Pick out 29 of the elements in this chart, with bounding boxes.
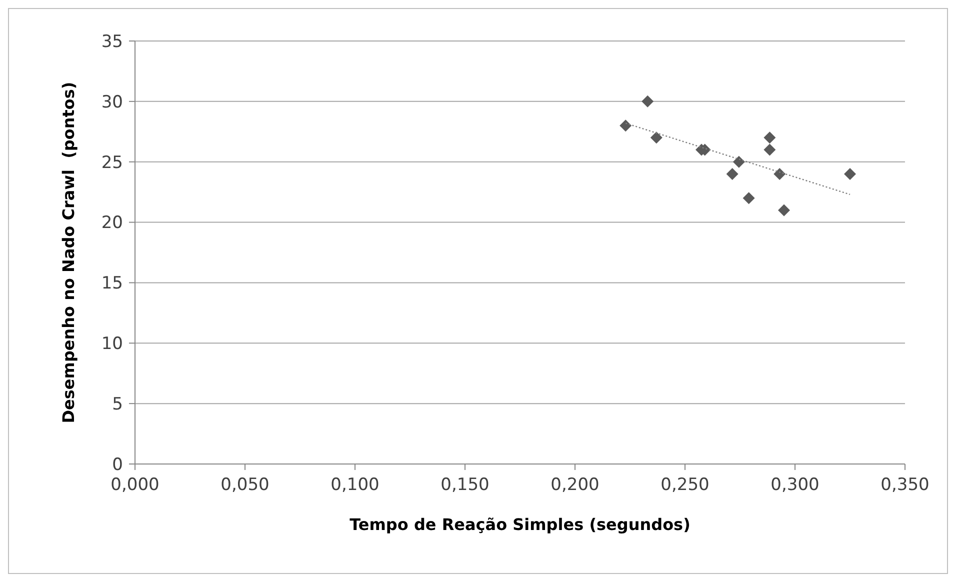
point — [620, 120, 632, 132]
point — [764, 144, 776, 156]
y-tick-label: 10 — [101, 334, 123, 354]
y-tick-label: 20 — [101, 213, 123, 234]
point — [774, 168, 786, 180]
point — [764, 132, 776, 144]
y-tick-label: 15 — [101, 274, 123, 294]
y-tick-label: 5 — [112, 394, 123, 415]
point — [650, 132, 662, 144]
point — [742, 192, 755, 204]
point — [732, 156, 745, 168]
x-tick-label: 0,350 — [880, 475, 930, 495]
y-tick-label: 30 — [101, 92, 123, 112]
x-axis-title: Tempo de Reação Simples (segundos) — [350, 515, 690, 534]
y-tick-label: 0 — [112, 454, 123, 475]
x-tick-label: 0,200 — [550, 475, 600, 495]
point — [844, 168, 856, 180]
x-tick-label: 0,250 — [660, 475, 710, 495]
point — [778, 204, 790, 216]
x-tick-label: 0,000 — [110, 475, 160, 495]
x-tick-label: 0,100 — [330, 475, 380, 495]
y-tick-label: 35 — [101, 32, 123, 52]
x-tick-label: 0,150 — [440, 475, 490, 495]
point — [642, 95, 654, 108]
y-axis-title: Desempenho no Nado Crawl (pontos) — [59, 82, 78, 424]
y-tick-label: 25 — [101, 152, 123, 173]
x-tick-label: 0,300 — [770, 475, 820, 495]
x-tick-label: 0,050 — [220, 475, 270, 495]
point — [726, 168, 738, 180]
